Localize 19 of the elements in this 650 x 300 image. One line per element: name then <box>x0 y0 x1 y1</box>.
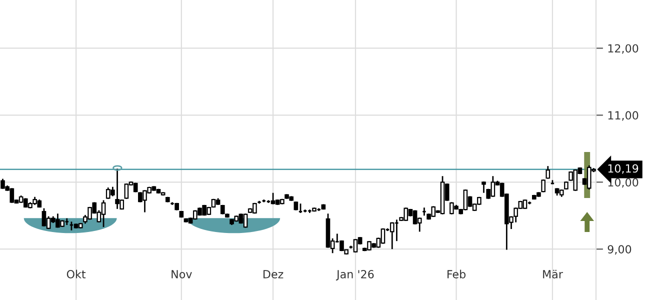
candlestick <box>243 212 248 228</box>
candlestick <box>298 202 303 214</box>
ref-line-label: 10,19 <box>608 164 638 174</box>
candlestick <box>390 222 394 250</box>
y-tick-label: 12,00 <box>608 44 638 54</box>
candlestick <box>546 165 550 180</box>
y-tick-label: 11,00 <box>608 111 638 121</box>
candlestick <box>124 182 129 200</box>
x-tick-label: Feb <box>448 270 466 278</box>
y-tick-label: 9,00 <box>608 245 632 255</box>
candlestick <box>522 198 528 210</box>
candlestick <box>101 200 106 228</box>
x-tick-label: Mär <box>543 270 563 278</box>
x-tick-label: Dez <box>264 270 284 278</box>
x-tick-label: Nov <box>172 270 192 278</box>
x-tick-label: Okt <box>66 270 86 278</box>
x-tick-label: Jan '26 <box>336 270 374 280</box>
candlestick <box>353 238 358 254</box>
candlestick <box>42 208 46 228</box>
